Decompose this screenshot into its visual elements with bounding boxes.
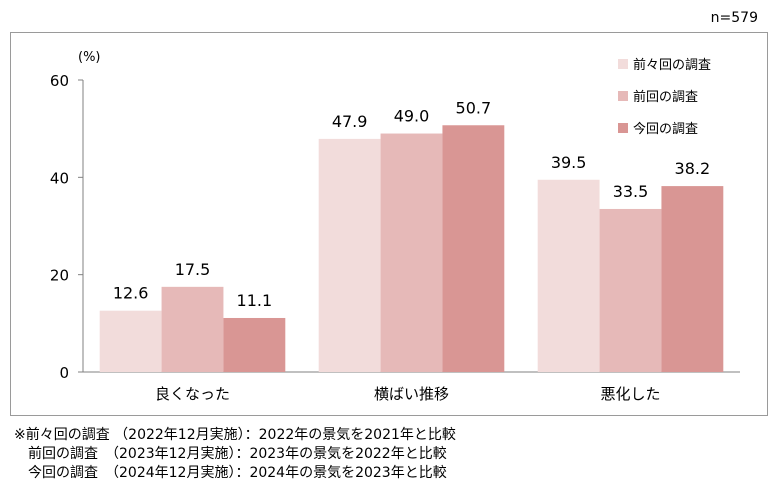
bar-value-label: 11.1 (237, 291, 273, 310)
x-axis-labels: 良くなった 横ばい推移 悪化した (155, 385, 661, 403)
x-category-label: 悪化した (600, 385, 660, 403)
y-tick-label: 40 (50, 169, 69, 187)
bar (223, 317, 286, 372)
chart-frame (10, 32, 768, 416)
x-category-label: 良くなった (155, 385, 230, 403)
bar-value-label: 17.5 (175, 260, 211, 279)
y-axis-ticks: 0 20 40 60 (50, 72, 83, 382)
x-category-label: 横ばい推移 (374, 385, 449, 403)
bar (318, 138, 381, 372)
bar (599, 208, 662, 372)
y-tick-label: 20 (50, 267, 69, 285)
bar (442, 125, 505, 372)
footnote-2: 前回の調査 （2023年12月実施）：2023年の景気を2022年と比較 (14, 446, 447, 462)
bar (537, 179, 600, 372)
bar (380, 133, 443, 372)
legend-swatch (618, 123, 628, 133)
value-label-group: 12.6 17.5 11.1 47.9 49.0 50.7 39.5 33.5 38.2 (113, 98, 710, 310)
bar-value-label: 38.2 (675, 159, 711, 178)
y-tick-label: 60 (50, 72, 69, 90)
bar-value-label: 50.7 (456, 98, 492, 117)
legend-label: 前回の調査 (633, 89, 698, 105)
bar-value-label: 49.0 (394, 107, 430, 126)
y-tick-label: 0 (59, 364, 69, 382)
y-unit-label: (%) (78, 50, 101, 65)
legend-label: 前々回の調査 (633, 57, 711, 73)
bar-value-label: 12.6 (113, 284, 149, 303)
legend-swatch (618, 59, 628, 69)
bar-group (99, 125, 724, 372)
sample-size-label: n=579 (710, 10, 758, 26)
bar (161, 286, 224, 372)
footnote-3: 今回の調査 （2024年12月実施）：2024年の景気を2023年と比較 (14, 465, 447, 481)
legend-label: 今回の調査 (633, 121, 698, 137)
legend-swatch (618, 91, 628, 101)
footnote-1: ※前々回の調査 （2022年12月実施）：2022年の景気を2021年と比較 (14, 427, 456, 443)
bar (661, 186, 724, 372)
footnotes: ※前々回の調査 （2022年12月実施）：2022年の景気を2021年と比較 前… (14, 426, 456, 483)
bar-value-label: 33.5 (613, 182, 649, 201)
bar-value-label: 47.9 (332, 112, 368, 131)
bar-value-label: 39.5 (551, 153, 587, 172)
bar (99, 310, 162, 372)
